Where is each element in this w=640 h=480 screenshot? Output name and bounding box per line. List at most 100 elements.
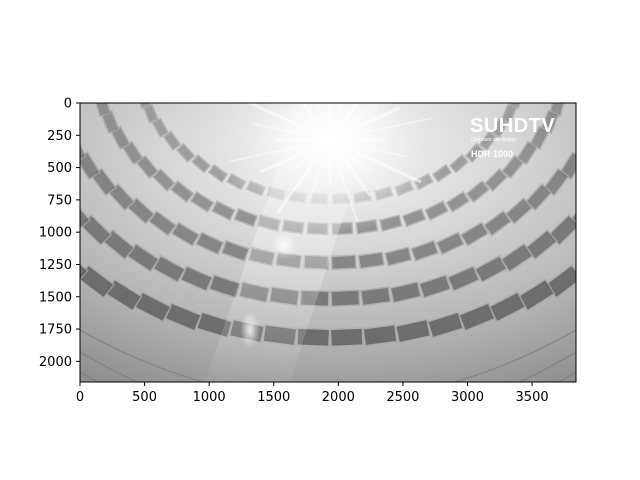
coffer (93, 103, 112, 118)
lens-flare (270, 231, 298, 259)
x-tick-label: 1500 (257, 390, 290, 405)
coffer (473, 254, 508, 284)
coffer (8, 214, 41, 250)
coffer (169, 180, 195, 204)
y-tick-label: 250 (47, 129, 72, 144)
axes-frame (79, 102, 577, 383)
coffer (191, 154, 212, 174)
sun-ray (290, 139, 331, 172)
coffer (482, 209, 513, 237)
coffer (136, 103, 152, 110)
sun-ray (276, 139, 332, 214)
coffer (170, 221, 201, 247)
coffer (586, 117, 607, 144)
coffer (330, 289, 361, 308)
x-tick-label: 500 (132, 390, 157, 405)
coffer (3, 123, 26, 154)
lens-flare (240, 312, 260, 348)
y-tick-label: 2000 (39, 355, 72, 370)
x-tick-label: 1000 (193, 390, 226, 405)
y-tick-label: 1250 (39, 258, 72, 273)
logo-badge: HDR 1000 (471, 149, 513, 159)
y-tick-label: 0 (64, 97, 72, 112)
y-tick-label: 1500 (39, 290, 72, 305)
coffer (418, 273, 452, 299)
coffer (401, 208, 427, 228)
sun-ray (228, 139, 331, 163)
sun-ray (329, 138, 422, 184)
coffer (410, 239, 440, 262)
coffer (490, 117, 509, 138)
coffer (446, 265, 481, 293)
x-tick-label: 0 (76, 390, 84, 405)
coffer (501, 154, 525, 180)
coffer (0, 82, 10, 112)
y-tick-label: 500 (47, 161, 72, 176)
coffer (484, 167, 509, 192)
coffer (0, 194, 21, 230)
sun-ray (308, 139, 331, 203)
coffer (465, 180, 491, 204)
sun-ray (301, 103, 332, 141)
sun-ray (329, 106, 400, 142)
x-tick-label: 2500 (386, 390, 419, 405)
x-tick-label: 2000 (322, 390, 355, 405)
coffer (571, 248, 576, 285)
sun-ray (252, 122, 331, 141)
y-axis: 0 250 500 750 1000 1250 1500 1750 2000 (39, 97, 80, 370)
coffer (394, 318, 432, 344)
coffer (572, 133, 576, 164)
coffer (211, 200, 236, 222)
coffer (46, 98, 65, 125)
coffer (162, 130, 182, 151)
coffer (595, 98, 614, 125)
coffer (633, 123, 640, 154)
x-tick-label: 3000 (451, 390, 484, 405)
coffer (220, 239, 250, 262)
y-tick-label: 750 (47, 193, 72, 208)
sun-ray (329, 108, 370, 141)
coffer (459, 221, 490, 247)
coffer (80, 197, 92, 231)
coffer (445, 190, 471, 213)
coffer (195, 231, 225, 256)
coffer (329, 327, 364, 348)
coffer (384, 246, 413, 267)
coffer (424, 200, 449, 222)
coffer (435, 231, 465, 256)
coffer (359, 286, 392, 307)
coffer (464, 142, 485, 163)
coffer (606, 163, 633, 195)
suhd-tv-logo: SUHDTV Quantum dot display HDR 1000 (470, 115, 555, 159)
coffer (14, 143, 39, 175)
coffer (357, 251, 385, 270)
coffer (426, 311, 465, 339)
sun-ray (290, 108, 331, 141)
sun-rays (228, 103, 432, 222)
coffer (597, 232, 631, 267)
sun-ray (260, 138, 331, 174)
coffer (619, 214, 640, 250)
sun-ray (329, 139, 408, 158)
logo-title: SUHDTV (470, 115, 555, 137)
x-axis: 0 500 1000 1500 2000 2500 3000 3500 (76, 382, 549, 405)
sun-ray (329, 139, 358, 222)
x-tick-label: 3500 (516, 390, 549, 405)
coffer (0, 103, 17, 134)
logo-subtitle: Quantum dot display (471, 137, 517, 143)
sun-ray (328, 103, 359, 141)
sun-ray (329, 117, 432, 141)
sun-ray (329, 139, 370, 172)
sun-ray (246, 103, 331, 142)
coffer (589, 181, 617, 213)
coffer (330, 254, 357, 271)
sun-ray (328, 139, 372, 197)
coffer (80, 248, 89, 285)
coffer (0, 173, 3, 209)
coffer (448, 154, 469, 174)
coffer (621, 143, 640, 175)
dome-ribs (80, 329, 576, 382)
y-tick-label: 1750 (39, 323, 72, 338)
coffer (175, 142, 196, 163)
